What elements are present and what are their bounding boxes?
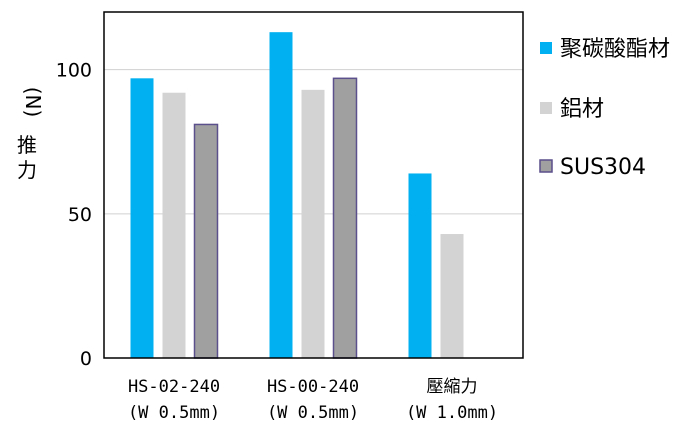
legend-label: 鋁材 [560, 97, 604, 122]
bar-2-3 [440, 234, 464, 358]
x-category-sublabel: (W 0.5mm) [267, 403, 359, 423]
bar-1-2 [269, 32, 293, 358]
y-ticks: 0 50 100 [56, 60, 92, 370]
y-tick-label: 50 [68, 204, 92, 226]
legend-swatch [539, 159, 553, 173]
y-tick-label: 0 [80, 348, 92, 370]
y-axis-unit: (N) [21, 87, 45, 118]
bar-1-3 [408, 173, 432, 358]
x-categories: HS-02-240 (W 0.5mm) HS-00-240 (W 0.5mm) 壓縮力 (… [128, 377, 498, 423]
legend-label: SUS304 [560, 155, 646, 180]
bar-2-2 [301, 89, 325, 358]
x-category-label: HS-02-240 [128, 377, 220, 397]
y-axis-label: (N) 推 力 [17, 87, 45, 182]
legend-label: 聚碳酸酯材 [560, 37, 670, 62]
plot-frame [103, 11, 524, 359]
bar-3-1 [193, 123, 219, 359]
legend-swatch [540, 42, 552, 54]
bar-2-1 [162, 92, 186, 358]
legend-swatch [540, 102, 552, 114]
x-category-label: 壓縮力 [427, 377, 478, 397]
x-category-label: HS-00-240 [267, 377, 359, 397]
y-tick-label: 100 [56, 60, 92, 82]
x-category-sublabel: (W 1.0mm) [406, 403, 498, 423]
y-axis-title-char-2: 力 [17, 158, 37, 182]
bar-3-2 [332, 77, 358, 359]
bar-1-1 [130, 78, 154, 359]
y-axis-title-char-1: 推 [17, 133, 37, 157]
bars [130, 32, 464, 359]
x-category-sublabel: (W 0.5mm) [128, 403, 220, 423]
